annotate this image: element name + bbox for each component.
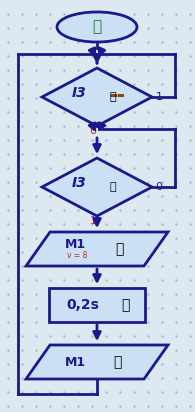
Text: v = 8: v = 8 <box>67 251 87 260</box>
Ellipse shape <box>57 12 137 42</box>
Polygon shape <box>26 345 168 379</box>
Polygon shape <box>26 232 168 266</box>
Text: M1: M1 <box>64 356 86 368</box>
Text: 🏃: 🏃 <box>92 19 102 35</box>
Text: 0: 0 <box>90 126 97 136</box>
Text: I3: I3 <box>72 176 86 190</box>
Text: ⏳: ⏳ <box>121 298 129 312</box>
Text: 1: 1 <box>155 92 162 102</box>
Text: 🛑: 🛑 <box>113 355 121 369</box>
FancyBboxPatch shape <box>49 288 145 322</box>
Polygon shape <box>42 68 152 126</box>
Text: ▬▬: ▬▬ <box>109 91 125 100</box>
Text: 🔧: 🔧 <box>110 182 116 192</box>
Text: 1: 1 <box>90 216 97 226</box>
Text: M1: M1 <box>64 237 86 250</box>
Text: 0: 0 <box>155 182 162 192</box>
Text: 0,2s: 0,2s <box>66 298 99 312</box>
Text: I3: I3 <box>72 86 86 100</box>
Text: 🔧: 🔧 <box>110 92 116 102</box>
Text: 🔩: 🔩 <box>115 242 123 256</box>
Polygon shape <box>42 158 152 216</box>
